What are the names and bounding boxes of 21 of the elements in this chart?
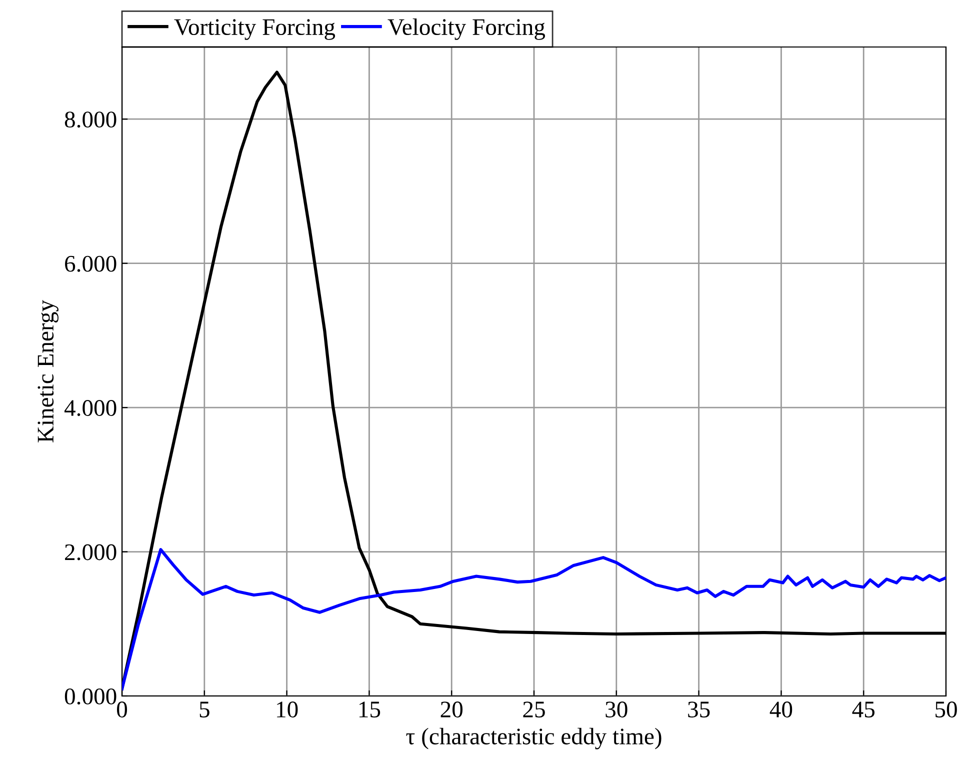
- x-tick-label: 25: [523, 702, 545, 718]
- x-axis-title: τ (characteristic eddy time): [406, 728, 662, 750]
- y-tick-label: 8.000: [64, 112, 116, 128]
- x-tick-label: 50: [936, 702, 957, 718]
- x-tick-label: 10: [277, 702, 298, 718]
- x-tick-label: 15: [359, 702, 380, 718]
- y-tick-label: 2.000: [65, 544, 116, 560]
- legend-label: Vorticity Forcing: [174, 19, 336, 40]
- x-tick-label: 0: [116, 702, 128, 718]
- x-tick-label: 5: [200, 702, 210, 718]
- legend-label: Velocity Forcing: [388, 18, 546, 40]
- y-axis-title: Kinetic Energy: [38, 300, 58, 442]
- x-tick-label: 40: [770, 702, 792, 718]
- line-series: [122, 548, 946, 690]
- x-tick-label: 20: [440, 702, 463, 718]
- x-tick-label: 45: [852, 702, 874, 718]
- y-tick-label: 0.000: [64, 688, 116, 705]
- x-tick-label: 35: [688, 702, 710, 718]
- y-tick-label: 4.000: [64, 400, 116, 416]
- x-tick-label: 30: [606, 702, 628, 718]
- y-tick-label: 6.000: [65, 256, 116, 272]
